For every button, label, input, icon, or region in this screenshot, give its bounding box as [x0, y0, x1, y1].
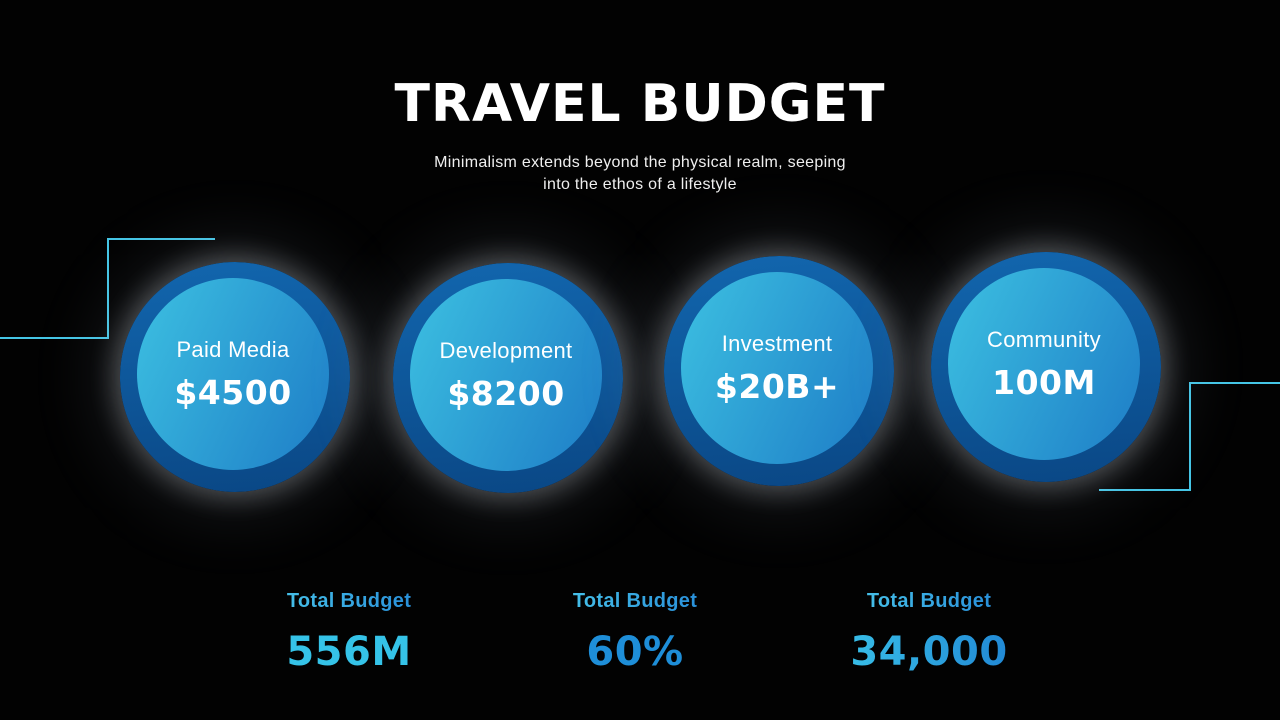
total-budget-value: 556M — [286, 629, 412, 675]
budget-circle-value: $4500 — [174, 372, 292, 412]
total-budget-stat-2: Total Budget 60% — [525, 590, 745, 675]
budget-circle-label: Paid Media — [176, 336, 290, 362]
total-budget-label: Total Budget — [239, 590, 459, 613]
total-budget-label: Total Budget — [819, 590, 1039, 613]
budget-circle-label: Development — [439, 337, 573, 363]
total-budget-label: Total Budget — [525, 590, 745, 613]
budget-circle-value: 100M — [992, 362, 1096, 402]
total-budget-value: 34,000 — [819, 629, 1039, 675]
page-subtitle: Minimalism extends beyond the physical r… — [0, 152, 1280, 196]
budget-circle-development: Development $8200 — [393, 263, 623, 493]
budget-circle-inner: Community 100M — [948, 268, 1140, 460]
budget-circle-inner: Investment $20B+ — [681, 272, 873, 464]
budget-circle-label: Investment — [721, 330, 833, 356]
budget-circle-paid-media: Paid Media $4500 — [120, 262, 350, 492]
page-title: TRAVEL BUDGET — [394, 74, 886, 134]
budget-circle-inner: Paid Media $4500 — [137, 278, 329, 470]
subtitle-line-2: into the ethos of a lifestyle — [543, 176, 737, 193]
subtitle-line-1: Minimalism extends beyond the physical r… — [434, 154, 846, 171]
budget-circle-inner: Development $8200 — [410, 279, 602, 471]
budget-circle-community: Community 100M — [931, 252, 1161, 482]
budget-circle-investment: Investment $20B+ — [664, 256, 894, 486]
total-budget-stat-1: Total Budget 556M — [239, 590, 459, 675]
total-budget-value: 60% — [586, 629, 684, 675]
budget-circle-value: $8200 — [447, 373, 565, 413]
total-budget-stat-3: Total Budget 34,000 — [819, 590, 1039, 675]
budget-circle-label: Community — [987, 326, 1101, 352]
budget-circle-value: $20B+ — [714, 366, 840, 406]
